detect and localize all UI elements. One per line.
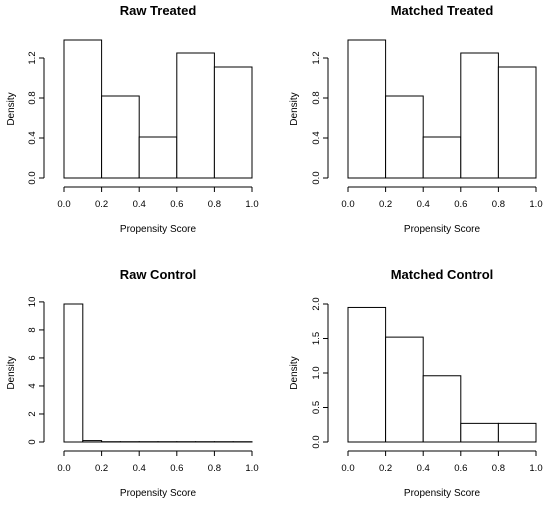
x-axis-label: Propensity Score [120, 224, 197, 235]
x-tick-label: 0.2 [95, 463, 108, 474]
y-tick-label: 6 [27, 355, 38, 360]
x-tick-label: 0.0 [341, 463, 354, 474]
x-tick-label: 0.2 [379, 199, 392, 210]
x-tick-label: 0.2 [379, 463, 392, 474]
x-tick-label: 0.0 [341, 199, 354, 210]
x-tick-label: 0.6 [454, 199, 467, 210]
histogram-bar [82, 440, 103, 443]
y-tick-label: 8 [27, 327, 38, 332]
x-tick-label: 0.4 [417, 199, 430, 210]
x-axis-label: Propensity Score [120, 488, 197, 499]
y-tick-label: 0.4 [27, 131, 38, 144]
x-tick-label: 0.6 [170, 463, 183, 474]
y-tick-label: 0.4 [311, 131, 322, 144]
x-tick-label: 0.4 [133, 463, 146, 474]
chart-panel-2: Matched Treated 0.0 0.2 0.4 0.6 0.8 1.0 0.0 0.4 0… [289, 3, 543, 235]
x-tick-label: 0.6 [170, 199, 183, 210]
x-tick-label: 0.4 [133, 199, 146, 210]
histogram-bar [347, 306, 387, 443]
x-tick-label: 1.0 [245, 463, 258, 474]
x-tick-label: 0.8 [208, 463, 221, 474]
y-tick-label: 4 [27, 383, 38, 388]
histogram-bar [497, 66, 537, 179]
y-tick-label: 1.2 [27, 51, 38, 64]
chart-title: Matched Treated [391, 3, 494, 18]
x-tick-label: 0.2 [95, 199, 108, 210]
x-tick-label: 0.8 [492, 199, 505, 210]
histogram-bar [385, 336, 424, 443]
chart-title: Matched Control [391, 267, 494, 282]
histogram-bar [347, 39, 387, 179]
chart-panel-3: Raw Control 0.0 0.2 0.4 0.6 0.8 1.0 0 2 4 6 8 10 Prop… [6, 267, 259, 499]
histogram-bar [63, 303, 84, 443]
chart-panel-1: Raw Treated 0.0 0.2 0.4 0.6 0.8 1.0 0.0 0.4 0.8 1.… [6, 3, 259, 235]
histogram-bar [176, 52, 215, 179]
histogram-bar [460, 422, 499, 443]
y-tick-label: 2 [27, 411, 38, 416]
histogram-bar [385, 95, 424, 179]
x-axis-label: Propensity Score [404, 488, 481, 499]
histogram-bar [497, 422, 537, 443]
x-tick-label: 0.8 [208, 199, 221, 210]
histogram-bar [138, 136, 178, 179]
y-tick-label: 0.5 [311, 401, 322, 414]
x-tick-label: 0.0 [57, 199, 70, 210]
x-tick-label: 1.0 [529, 199, 542, 210]
y-tick-label: 0.8 [27, 91, 38, 104]
y-axis-label: Density [289, 92, 300, 125]
y-tick-label: 10 [27, 297, 38, 308]
y-axis-label: Density [6, 356, 17, 389]
chart-panel-4: Matched Control 0.0 0.2 0.4 0.6 0.8 1.0 0.0 0.5 1… [289, 267, 543, 499]
x-tick-label: 0.4 [417, 463, 430, 474]
x-axis-label: Propensity Score [404, 224, 481, 235]
x-tick-label: 1.0 [245, 199, 258, 210]
chart-title: Raw Treated [120, 3, 197, 18]
y-tick-label: 0 [27, 439, 38, 444]
histogram-bar [101, 95, 140, 179]
histogram-bar [422, 136, 462, 179]
y-axis-label: Density [289, 356, 300, 389]
y-tick-label: 0.0 [311, 171, 322, 184]
histogram-bar [422, 375, 462, 443]
y-tick-label: 1.5 [311, 332, 322, 345]
histogram-bar [213, 66, 253, 179]
y-tick-label: 0.8 [311, 91, 322, 104]
x-tick-label: 0.0 [57, 463, 70, 474]
histogram-bar [63, 39, 103, 179]
y-tick-label: 1.0 [311, 366, 322, 379]
histogram-bar [460, 52, 499, 179]
x-tick-label: 0.8 [492, 463, 505, 474]
y-tick-label: 2.0 [311, 297, 322, 310]
chart-title: Raw Control [120, 267, 197, 282]
y-axis-label: Density [6, 92, 17, 125]
y-tick-label: 0.0 [311, 435, 322, 448]
y-tick-label: 1.2 [311, 51, 322, 64]
x-tick-label: 0.6 [454, 463, 467, 474]
x-tick-label: 1.0 [529, 463, 542, 474]
y-tick-label: 0.0 [27, 171, 38, 184]
